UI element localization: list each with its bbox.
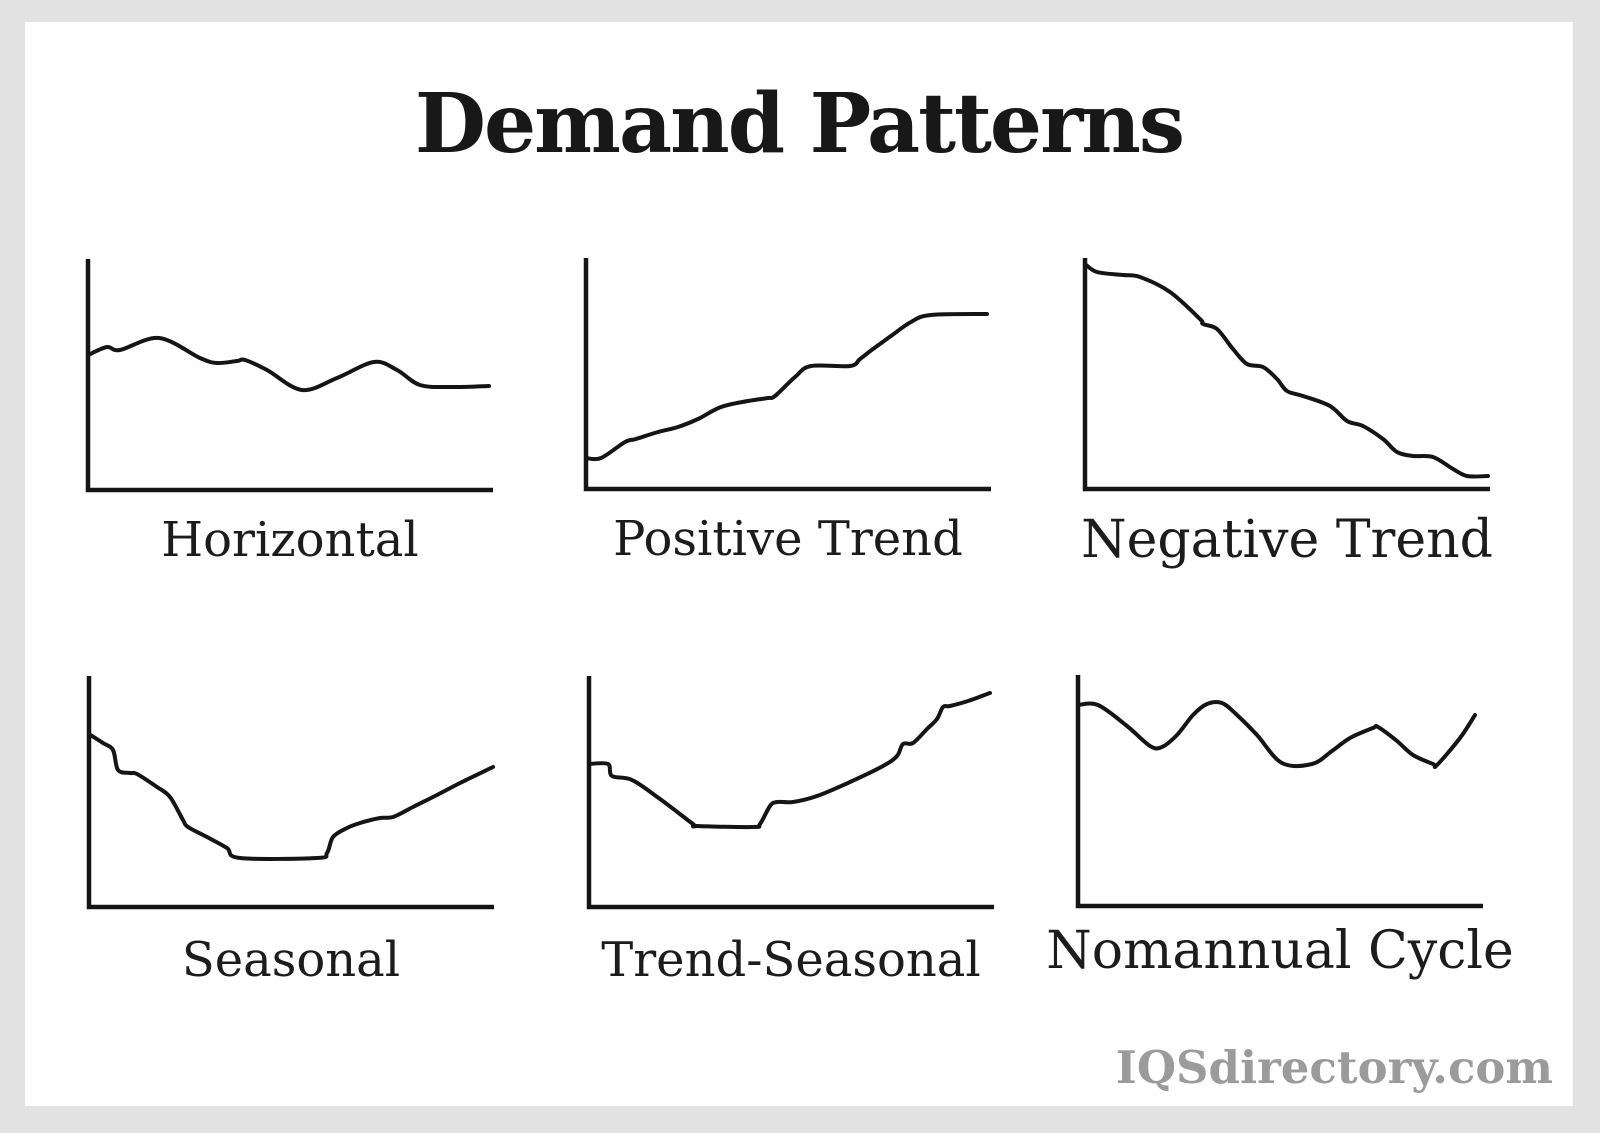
axes (85, 259, 493, 493)
axes (1082, 258, 1490, 492)
axes (583, 258, 991, 492)
axes (86, 676, 494, 910)
demand-curve (584, 312, 989, 462)
demand-curve (86, 335, 491, 393)
axes (1075, 675, 1483, 909)
chart-canvas (86, 676, 495, 910)
chart-positive-trend: Positive Trend (583, 255, 993, 563)
chart-canvas (1075, 675, 1483, 909)
demand-curve (1083, 262, 1490, 479)
chart-label: Negative Trend (1081, 510, 1493, 570)
chart-canvas (1082, 258, 1490, 492)
chart-nomannual-cycle: Nomannual Cycle (1046, 672, 1514, 977)
chart-canvas (586, 676, 994, 910)
demand-curve (87, 732, 495, 861)
page-title: Demand Patterns (414, 76, 1185, 172)
watermark: IQSdirectory.com (1115, 1041, 1553, 1094)
chart-label: Seasonal (181, 932, 401, 988)
chart-trend-seasonal: Trend-Seasonal (586, 673, 996, 984)
content-panel: Demand Patterns Horizontal Positive Tren… (25, 22, 1573, 1106)
chart-negative-trend: Negative Trend (1081, 255, 1493, 570)
chart-label: Nomannual Cycle (1046, 921, 1514, 981)
demand-curve (587, 691, 992, 830)
chart-canvas (583, 258, 991, 492)
chart-label: Trend-Seasonal (601, 932, 981, 988)
chart-label: Positive Trend (613, 511, 963, 567)
chart-canvas (85, 259, 493, 493)
chart-horizontal: Horizontal (85, 256, 495, 564)
demand-curve (1076, 699, 1477, 770)
chart-seasonal: Seasonal (86, 673, 496, 984)
chart-label: Horizontal (161, 512, 419, 568)
axes (586, 676, 994, 910)
